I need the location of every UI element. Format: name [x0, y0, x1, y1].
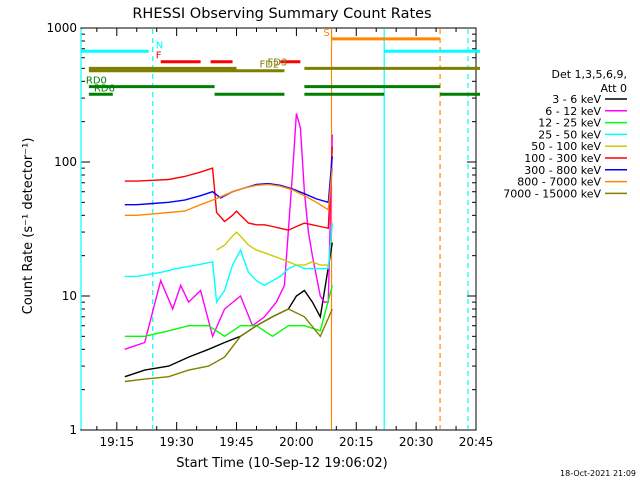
series-line [124, 285, 333, 338]
series-line [124, 308, 333, 383]
event-label-f: F [156, 51, 162, 62]
plot-frame [80, 27, 477, 431]
event-label-n: N [156, 40, 163, 51]
y-tick-label: 1000 [46, 21, 77, 35]
event-label-s: S [323, 28, 329, 39]
legend-label: 300 - 800 keV [524, 164, 601, 177]
x-tick-label: 20:30 [399, 435, 434, 449]
event-label-fd3: FD3 [267, 57, 287, 68]
plot-area: 19:15 19:30 19:45 20:00 20:15 20:30 20:45 1 10 10… [46, 21, 493, 449]
legend-label: 100 - 300 keV [524, 152, 601, 165]
event-label-rd6: RD6 [94, 83, 115, 94]
legend-label: 800 - 7000 keV [517, 176, 601, 189]
legend-title: Det 1,3,5,6,9, [551, 68, 627, 81]
legend-label: 12 - 25 keV [538, 117, 601, 130]
y-axis-label: Count Rate (s⁻¹ detector⁻¹) [21, 138, 36, 315]
chart-title: RHESSI Observing Summary Count Rates [132, 6, 431, 22]
x-tick-label: 19:15 [100, 435, 135, 449]
y-tick-label: 10 [62, 289, 77, 303]
series-line [124, 223, 333, 305]
y-tick-label: 100 [54, 155, 77, 169]
series-line [124, 168, 333, 217]
event-label-rd0: RD0 [86, 76, 107, 87]
legend-label: 7000 - 15000 keV [503, 187, 601, 200]
x-tick-label: 20:45 [459, 435, 494, 449]
x-axis-label: Start Time (10-Sep-12 19:06:02) [176, 456, 387, 471]
series-line [124, 113, 333, 350]
series-line [216, 231, 329, 266]
series-line [124, 146, 333, 231]
y-tick-label: 1 [69, 423, 77, 437]
legend-title: Att 0 [601, 82, 627, 95]
x-tick-label: 20:00 [279, 435, 314, 449]
event-label-fd2: FD2 [259, 60, 279, 71]
series-line [124, 242, 333, 378]
legend-label: 6 - 12 keV [545, 105, 601, 118]
legend-label: 3 - 6 keV [552, 93, 601, 106]
generated-date: 18-Oct-2021 21:09 [560, 469, 636, 478]
x-tick-label: 19:30 [159, 435, 194, 449]
legend-label: 25 - 50 keV [538, 128, 601, 141]
legend-label: 50 - 100 keV [531, 140, 601, 153]
x-tick-label: 19:45 [219, 435, 254, 449]
x-tick-label: 20:15 [339, 435, 374, 449]
